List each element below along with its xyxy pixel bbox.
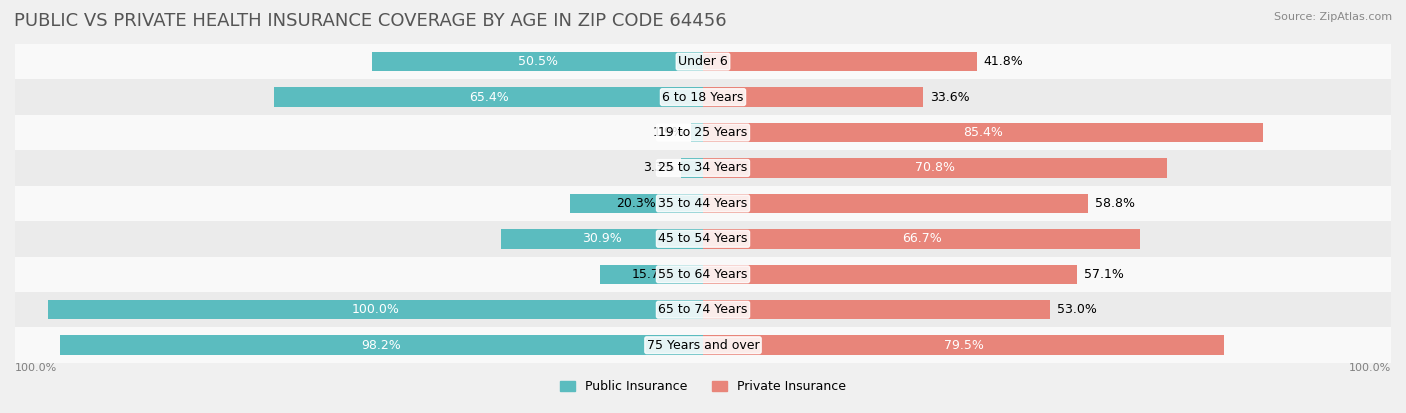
Bar: [703, 194, 1088, 213]
Text: 57.1%: 57.1%: [1084, 268, 1123, 281]
Text: 20.3%: 20.3%: [617, 197, 657, 210]
Bar: [48, 300, 703, 320]
Bar: [0, 328, 1406, 363]
Text: 53.0%: 53.0%: [1057, 303, 1097, 316]
Text: 45 to 54 Years: 45 to 54 Years: [658, 233, 748, 245]
Text: Under 6: Under 6: [678, 55, 728, 68]
Text: 55 to 64 Years: 55 to 64 Years: [658, 268, 748, 281]
Bar: [0, 186, 1406, 221]
Text: 100.0%: 100.0%: [352, 303, 399, 316]
Text: 19 to 25 Years: 19 to 25 Years: [658, 126, 748, 139]
Text: 65 to 74 Years: 65 to 74 Years: [658, 303, 748, 316]
Text: 66.7%: 66.7%: [901, 233, 942, 245]
Text: PUBLIC VS PRIVATE HEALTH INSURANCE COVERAGE BY AGE IN ZIP CODE 64456: PUBLIC VS PRIVATE HEALTH INSURANCE COVER…: [14, 12, 727, 31]
Bar: [59, 335, 703, 355]
Text: Source: ZipAtlas.com: Source: ZipAtlas.com: [1274, 12, 1392, 22]
Bar: [703, 52, 977, 71]
Text: 35 to 44 Years: 35 to 44 Years: [658, 197, 748, 210]
Bar: [501, 229, 703, 249]
Text: 15.7%: 15.7%: [631, 268, 672, 281]
Bar: [703, 335, 1223, 355]
Text: 79.5%: 79.5%: [943, 339, 983, 352]
Bar: [0, 79, 1406, 115]
Text: 25 to 34 Years: 25 to 34 Years: [658, 161, 748, 174]
Text: 65.4%: 65.4%: [468, 90, 509, 104]
Text: 100.0%: 100.0%: [1348, 363, 1391, 373]
Text: 33.6%: 33.6%: [929, 90, 969, 104]
Text: 85.4%: 85.4%: [963, 126, 1002, 139]
Text: 50.5%: 50.5%: [517, 55, 558, 68]
Text: 70.8%: 70.8%: [915, 161, 955, 174]
Text: 100.0%: 100.0%: [15, 363, 58, 373]
Text: 41.8%: 41.8%: [983, 55, 1024, 68]
Bar: [682, 158, 703, 178]
Bar: [600, 265, 703, 284]
Bar: [690, 123, 703, 142]
Text: 75 Years and over: 75 Years and over: [647, 339, 759, 352]
Bar: [0, 150, 1406, 186]
Text: 30.9%: 30.9%: [582, 233, 621, 245]
Text: 1.9%: 1.9%: [652, 126, 683, 139]
Bar: [274, 87, 703, 107]
Bar: [373, 52, 703, 71]
Bar: [703, 265, 1077, 284]
Text: 58.8%: 58.8%: [1095, 197, 1135, 210]
Bar: [0, 292, 1406, 328]
Text: 3.3%: 3.3%: [643, 161, 675, 174]
Text: 98.2%: 98.2%: [361, 339, 401, 352]
Bar: [703, 158, 1167, 178]
Text: 6 to 18 Years: 6 to 18 Years: [662, 90, 744, 104]
Bar: [569, 194, 703, 213]
Bar: [703, 87, 924, 107]
Bar: [703, 229, 1140, 249]
Legend: Public Insurance, Private Insurance: Public Insurance, Private Insurance: [555, 375, 851, 398]
Bar: [0, 115, 1406, 150]
Bar: [703, 123, 1263, 142]
Bar: [0, 221, 1406, 256]
Bar: [0, 44, 1406, 79]
Bar: [0, 256, 1406, 292]
Bar: [703, 300, 1050, 320]
